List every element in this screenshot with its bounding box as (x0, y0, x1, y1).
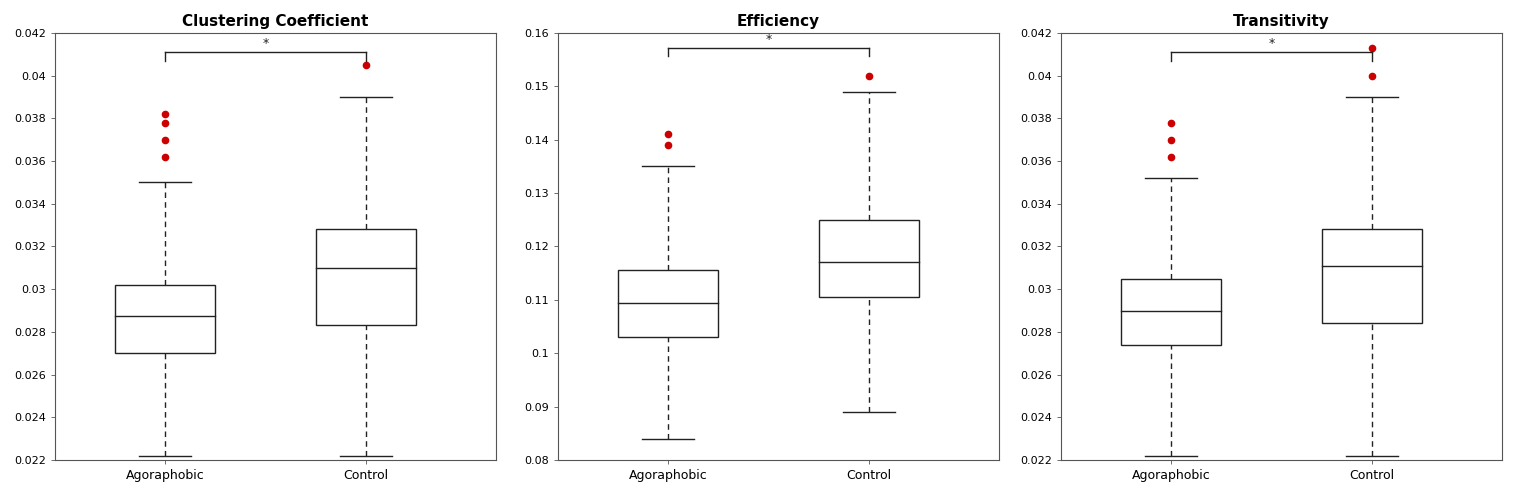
Bar (115, 285, 215, 353)
Bar (1120, 278, 1222, 345)
Bar (315, 229, 415, 325)
Title: Clustering Coefficient: Clustering Coefficient (182, 14, 368, 29)
Text: *: * (766, 33, 772, 46)
Bar (619, 270, 719, 337)
Bar (1322, 229, 1422, 323)
Bar (819, 220, 919, 297)
Title: Transitivity: Transitivity (1233, 14, 1330, 29)
Text: *: * (1269, 37, 1275, 51)
Text: *: * (262, 37, 268, 51)
Title: Efficiency: Efficiency (737, 14, 820, 29)
